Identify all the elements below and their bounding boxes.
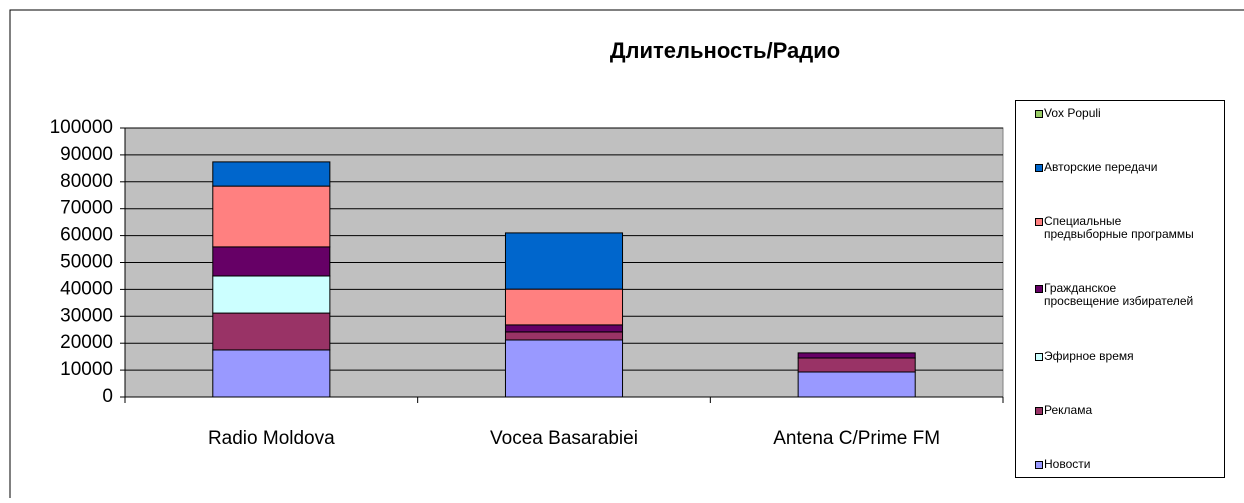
- bar-segment: [212, 161, 331, 187]
- y-tick-label: 10000: [60, 359, 113, 380]
- legend-swatch: [1035, 218, 1043, 227]
- y-tick-label: 30000: [60, 305, 113, 326]
- x-tick-label: Radio Moldova: [208, 428, 335, 449]
- y-tick-label: 40000: [60, 278, 113, 299]
- bar-segment: [797, 357, 916, 373]
- legend-label: Гражданское просвещение избирателей: [1044, 281, 1194, 309]
- bar-segment: [504, 288, 624, 326]
- legend-label: Новости: [1044, 456, 1091, 471]
- legend-swatch: [1035, 164, 1043, 173]
- y-tick-label: 80000: [60, 171, 113, 192]
- bar-segment: [212, 185, 331, 248]
- bar-segment: [504, 324, 624, 333]
- legend: Vox Populi Авторские передачи Специальные …: [1015, 100, 1225, 478]
- y-tick-label: 60000: [60, 225, 113, 246]
- bar-segment: [504, 331, 624, 341]
- legend-item: Реклама: [1035, 402, 1194, 417]
- bar-segment: [797, 371, 916, 398]
- legend-item: Эфирное время: [1035, 348, 1194, 363]
- bar-segment: [797, 352, 916, 359]
- bar-segment: [504, 339, 624, 398]
- legend-label: Специальные предвыборные программы: [1044, 214, 1194, 242]
- x-tick-label: Vocea Basarabiei: [490, 428, 638, 449]
- y-tick-label: 90000: [60, 144, 113, 165]
- legend-item: Авторские передачи: [1035, 160, 1194, 175]
- legend-swatch: [1035, 110, 1043, 118]
- legend-item: Специальные предвыборные программы: [1035, 214, 1194, 242]
- legend-swatch: [1035, 406, 1043, 415]
- legend-label: Авторские передачи: [1044, 160, 1158, 175]
- bar-segment: [212, 312, 331, 351]
- legend-swatch: [1035, 352, 1043, 361]
- y-tick-label: 100000: [50, 117, 113, 138]
- bar-segment: [504, 232, 624, 290]
- y-tick-label: 50000: [60, 252, 113, 273]
- bar-segment: [212, 275, 331, 314]
- y-tick-label: 20000: [60, 332, 113, 353]
- legend-item: Гражданское просвещение избирателей: [1035, 281, 1194, 309]
- chart-title: Длительность/Радио: [610, 38, 840, 63]
- bar-segment: [212, 349, 331, 398]
- y-tick-label: 0: [102, 386, 113, 407]
- legend-swatch: [1035, 460, 1043, 469]
- legend-item: Новости: [1035, 456, 1194, 471]
- legend-label: Vox Populi: [1044, 106, 1101, 120]
- legend-item: Vox Populi: [1035, 106, 1194, 120]
- x-tick-label: Antena C/Prime FM: [773, 428, 940, 449]
- legend-label: Реклама: [1044, 402, 1093, 417]
- legend-label: Эфирное время: [1044, 348, 1134, 363]
- y-tick-label: 70000: [60, 198, 113, 219]
- legend-swatch: [1035, 285, 1043, 294]
- bar-segment: [212, 246, 331, 277]
